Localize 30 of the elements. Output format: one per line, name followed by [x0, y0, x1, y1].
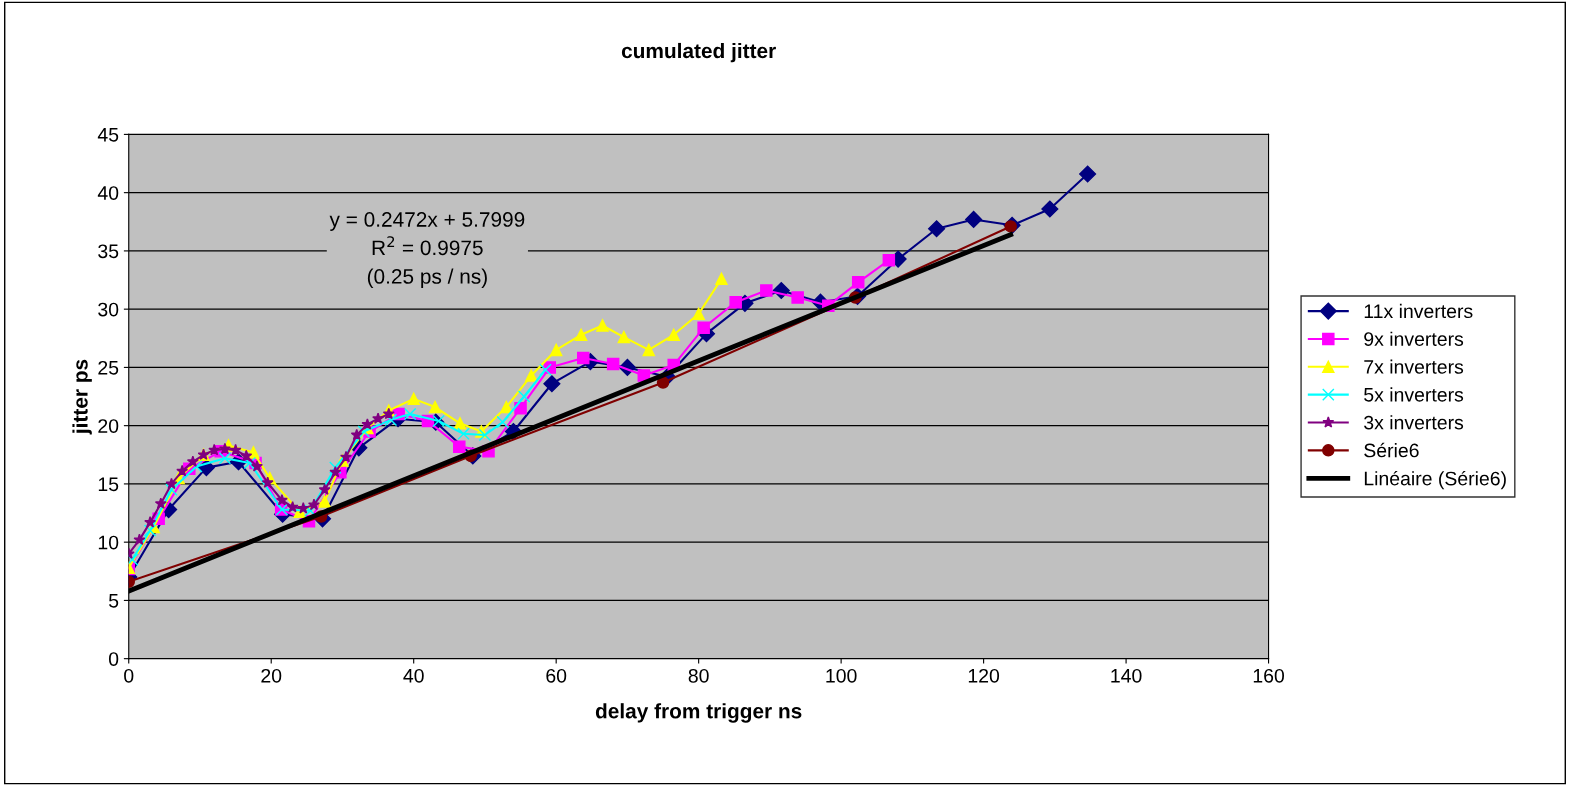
x-tick-label: 40 [403, 668, 424, 683]
y-tick-label: 0 [108, 652, 119, 666]
legend-label: 3x inverters [1364, 415, 1464, 430]
y-tick-label: 10 [98, 535, 119, 550]
x-tick-label: 100 [826, 668, 857, 683]
y-tick-label: 20 [98, 419, 119, 433]
legend-label: Linéaire (Série6) [1364, 470, 1506, 490]
legend-label: 7x inverters [1364, 359, 1464, 374]
x-tick-label: 60 [546, 668, 567, 683]
legend-label: 11x inverters [1364, 303, 1473, 319]
annotation: y = 0.2472x + 5.7999 R$^{2}$ = 0.9975 (0.25 ps / ns) [329, 212, 525, 288]
x-tick-label: 120 [968, 668, 1000, 683]
legend-label: Série6 [1364, 442, 1419, 458]
x-tick-label: 160 [1253, 668, 1285, 683]
y-tick-label: 15 [98, 477, 119, 492]
legend-label: 5x inverters [1364, 387, 1464, 402]
y-tick-label: 45 [97, 128, 119, 142]
y-axis-title: jitter ps [72, 359, 92, 435]
legend-label: 9x inverters [1364, 331, 1464, 346]
chart-title: cumulated jitter [621, 42, 776, 63]
x-axis-title: delay from trigger ns [595, 703, 802, 723]
y-tick-label: 5 [108, 594, 119, 608]
y-tick-label: 35 [98, 244, 119, 259]
y-tick-label: 30 [98, 302, 119, 317]
x-tick-label: 80 [688, 668, 709, 683]
x-tick-label: 20 [261, 668, 282, 683]
x-tick-label: 0 [124, 668, 134, 683]
x-tick-label: 140 [1111, 668, 1142, 683]
y-tick-label: 25 [98, 360, 119, 375]
y-tick-label: 40 [97, 186, 119, 200]
